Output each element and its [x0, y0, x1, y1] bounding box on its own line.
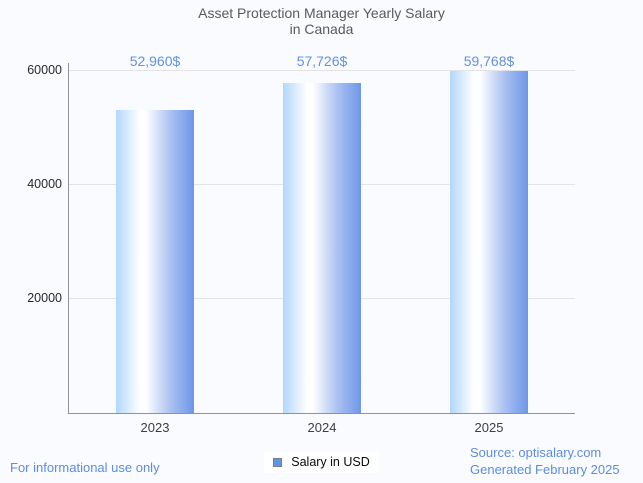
y-axis-line	[68, 63, 69, 413]
chart-title: Asset Protection Manager Yearly Salary i…	[0, 5, 643, 37]
disclaimer-text: For informational use only	[10, 460, 160, 475]
y-tick-label: 60000	[27, 63, 62, 77]
gridline-60000	[68, 70, 575, 71]
bar-2024	[283, 83, 361, 413]
chart-title-line2: in Canada	[289, 21, 354, 37]
bar-2023	[116, 110, 194, 413]
source-block: Source: optisalary.com Generated Februar…	[470, 444, 620, 478]
legend: Salary in USD	[0, 452, 643, 473]
y-tick-label: 20000	[27, 291, 62, 305]
x-tick-label-2025: 2025	[474, 420, 504, 435]
x-tick-label-2024: 2024	[307, 420, 337, 435]
x-axis-line	[68, 413, 575, 414]
chart-title-line1: Asset Protection Manager Yearly Salary	[198, 5, 445, 21]
generated-text: Generated February 2025	[470, 462, 620, 477]
legend-swatch-icon	[273, 458, 283, 467]
bar-2025	[450, 71, 528, 413]
value-label-2023: 52,960$	[129, 53, 181, 69]
source-text: Source: optisalary.com	[470, 445, 602, 460]
x-tick-label-2023: 2023	[140, 420, 170, 435]
legend-item: Salary in USD	[264, 452, 379, 473]
y-tick-label: 40000	[27, 177, 62, 191]
value-label-2024: 57,726$	[296, 53, 348, 69]
legend-label: Salary in USD	[291, 455, 370, 469]
value-label-2025: 59,768$	[463, 53, 515, 69]
